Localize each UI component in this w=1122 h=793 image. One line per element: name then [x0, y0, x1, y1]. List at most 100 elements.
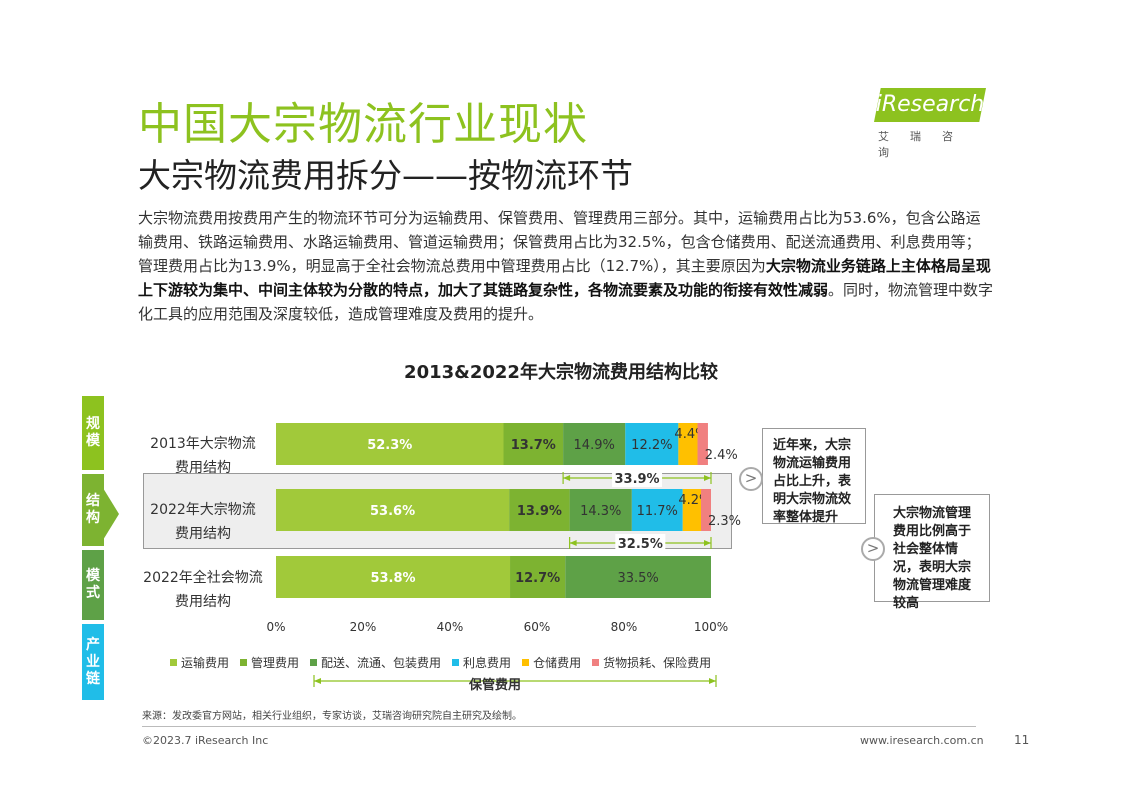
x-tick-label: 80% — [611, 620, 638, 634]
row-label-society: 2022年全社会物流 费用结构 — [140, 566, 266, 614]
callout-management: 大宗物流管理费用比例高于社会整体情况，表明大宗物流管理难度较高 — [874, 494, 990, 611]
data-label-management-2: 12.7% — [515, 571, 560, 586]
legend-label-distribution: 配送、流通、包装费用 — [321, 656, 442, 670]
bracket-2022-label: 32.5% — [618, 537, 663, 552]
legend-item-distribution: 配送、流通、包装费用 — [310, 654, 441, 671]
row-label-society-line-1: 2022年全社会物流 — [143, 570, 263, 586]
intro-paragraph: 大宗物流费用按费用产生的物流环节可分为运输费用、保管费用、管理费用三部分。其中，… — [138, 206, 994, 326]
data-label-management-0: 13.7% — [511, 438, 556, 453]
data-label-transport-0: 52.3% — [367, 438, 412, 453]
data-label-transport-1: 53.6% — [370, 504, 415, 519]
website-link[interactable]: www.iresearch.com.cn — [860, 734, 984, 747]
x-tick-label: 100% — [694, 620, 728, 634]
legend-item-warehouse: 仓储费用 — [522, 654, 581, 671]
legend-label-transport: 运输费用 — [181, 656, 230, 670]
data-label-management-1: 13.9% — [517, 504, 562, 519]
data-label-distribution-2: 33.5% — [617, 571, 658, 586]
row-label-2013-line-2: 费用结构 — [175, 460, 231, 476]
intro-text-2: 。同时，物流管理中数字化工具的应用范围及深度较低，造成管理难度及费用的提升。 — [138, 281, 994, 323]
logo-wordmark: iResearch — [874, 88, 986, 122]
callout-management-text: 大宗物流管理费用比例高于社会整体情况，表明大宗物流管理难度较高 — [893, 506, 972, 611]
active-section-arrow — [103, 488, 119, 540]
bar-transport-0 — [276, 423, 504, 465]
bracket-2013-label: 33.9% — [614, 472, 659, 487]
data-label-interest-0: 12.2% — [631, 438, 672, 453]
data-label-interest-1: 11.7% — [637, 504, 678, 519]
x-tick-label: 20% — [350, 620, 377, 634]
row-label-2013: 2013年大宗物流 费用结构 — [140, 432, 266, 480]
bar-warehouse-0 — [678, 423, 698, 465]
bar-distribution-1 — [569, 489, 632, 531]
legend-item-management: 管理费用 — [240, 654, 299, 671]
legend-bracket-arrow-right — [709, 678, 716, 684]
legend-label-management: 管理费用 — [251, 656, 300, 670]
bar-interest-0 — [625, 423, 679, 465]
legend-swatch-management — [240, 659, 248, 666]
bracket-2022-arrow-left — [569, 540, 577, 546]
data-label-distribution-0: 14.9% — [574, 438, 615, 453]
legend-item-interest: 利息费用 — [452, 654, 511, 671]
chart-legend: 运输费用 管理费用 配送、流通、包装费用 利息费用 仓储费用 货物损耗、保险费用 — [170, 654, 711, 671]
side-nav-industry-chain[interactable]: 产业链 — [82, 624, 104, 700]
chart-title: 2013&2022年大宗物流费用结构比较 — [404, 362, 718, 383]
page-number: 11 — [1014, 733, 1030, 747]
bar-management-2 — [510, 556, 566, 598]
legend-swatch-loss — [592, 659, 600, 666]
row-label-2022-line-1: 2022年大宗物流 — [150, 502, 256, 518]
bar-interest-1 — [631, 489, 683, 531]
legend-swatch-interest — [452, 659, 460, 666]
legend-label-interest: 利息费用 — [463, 656, 512, 670]
bracket-2022-label-bg — [615, 534, 666, 552]
bar-warehouse-1 — [682, 489, 701, 531]
footer-divider — [142, 726, 976, 727]
row-label-2022-line-2: 费用结构 — [175, 526, 231, 542]
x-tick-label: 60% — [524, 620, 551, 634]
bracket-2013-arrow-right — [704, 475, 711, 481]
bar-loss-0 — [697, 423, 708, 465]
row-label-society-line-2: 费用结构 — [175, 594, 231, 610]
legend-swatch-distribution — [310, 659, 318, 666]
callout-management-expand-icon[interactable]: > — [861, 537, 885, 561]
row-label-2022: 2022年大宗物流 费用结构 — [140, 498, 266, 546]
side-nav-structure[interactable]: 结构 — [82, 474, 104, 546]
row-label-2013-line-1: 2013年大宗物流 — [150, 436, 256, 452]
data-label-distribution-1: 14.3% — [580, 504, 621, 519]
data-label-loss-1: 2.3% — [708, 514, 741, 529]
copyright: ©2023.7 iResearch Inc — [142, 734, 269, 747]
callout-transport: 近年来，大宗物流运输费用占比上升，表明大宗物流效率整体提升 — [762, 428, 866, 525]
bar-distribution-0 — [563, 423, 626, 465]
logo-subtitle: 艾瑞咨询 — [878, 130, 974, 159]
bracket-2013-label-bg — [612, 469, 663, 487]
data-label-loss-0: 2.4% — [705, 448, 738, 463]
side-nav-mode[interactable]: 模式 — [82, 550, 104, 620]
bar-loss-1 — [700, 489, 711, 531]
source-note: 来源：发改委官方网站，相关行业组织，专家访谈，艾瑞咨询研究院自主研究及绘制。 — [142, 711, 522, 722]
data-label-transport-2: 53.8% — [370, 571, 415, 586]
bracket-2013-arrow-left — [563, 475, 571, 481]
bar-transport-1 — [276, 489, 510, 531]
bar-management-0 — [503, 423, 564, 465]
bar-management-1 — [509, 489, 570, 531]
legend-item-transport: 运输费用 — [170, 654, 229, 671]
callout-transport-expand-icon[interactable]: > — [739, 467, 763, 491]
callout-transport-text: 近年来，大宗物流运输费用占比上升，表明大宗物流效率整体提升 — [773, 438, 852, 525]
x-tick-label: 0% — [266, 620, 285, 634]
intro-bold: 大宗物流业务链路上主体格局呈现上下游较为集中、中间主体较为分散的特点，加大了其链… — [138, 257, 991, 299]
page-title: 中国大宗物流行业现状 — [138, 99, 588, 150]
legend-label-warehouse: 仓储费用 — [533, 656, 582, 670]
legend-swatch-warehouse — [522, 659, 530, 666]
intro-text-1: 大宗物流费用按费用产生的物流环节可分为运输费用、保管费用、管理费用三部分。其中，… — [138, 209, 981, 275]
legend-label-loss: 货物损耗、保险费用 — [603, 656, 712, 670]
legend-swatch-transport — [170, 659, 177, 666]
iresearch-logo: iResearch 艾瑞咨询 — [874, 88, 990, 159]
side-nav-scale[interactable]: 规模 — [82, 396, 104, 470]
legend-item-loss: 货物损耗、保险费用 — [592, 654, 711, 671]
bar-distribution-2 — [565, 556, 711, 598]
x-tick-label: 40% — [437, 620, 464, 634]
legend-bracket-arrow-left — [314, 678, 321, 684]
bracket-2022-arrow-right — [704, 540, 711, 546]
legend-bracket-label: 保管费用 — [468, 678, 521, 693]
bar-transport-2 — [276, 556, 511, 598]
page-subtitle: 大宗物流费用拆分——按物流环节 — [138, 156, 633, 195]
